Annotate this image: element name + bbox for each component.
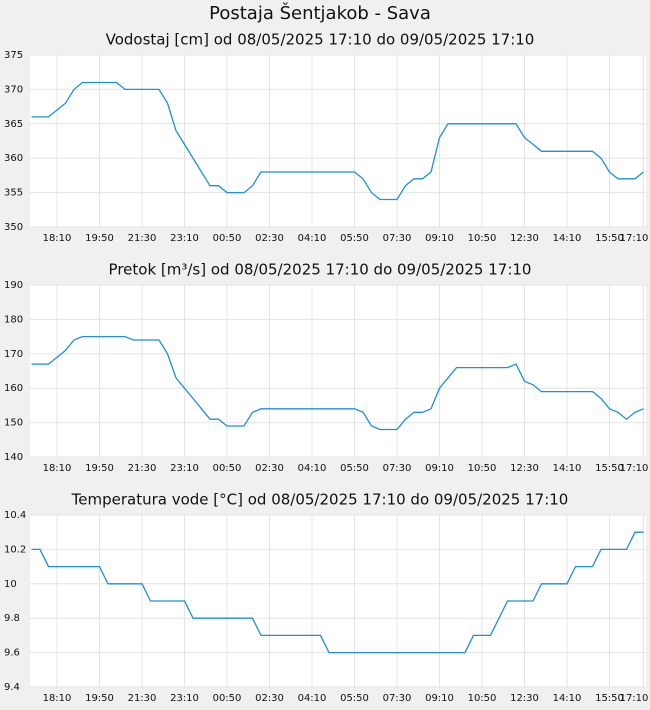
x-tick-label: 04:10 <box>298 233 327 244</box>
x-tick-label: 12:30 <box>510 463 539 474</box>
x-tick-label: 18:10 <box>43 463 72 474</box>
x-tick-label: 23:10 <box>170 693 199 704</box>
x-tick-label: 10:50 <box>468 463 497 474</box>
x-tick-label: 04:10 <box>298 693 327 704</box>
x-tick-label: 10:50 <box>468 693 497 704</box>
y-tick-label: 150 <box>4 418 23 429</box>
x-tick-label: 15:50 <box>595 463 624 474</box>
x-tick-label: 14:10 <box>553 463 582 474</box>
y-tick-label: 9.4 <box>4 682 20 693</box>
x-tick-label: 02:30 <box>255 693 284 704</box>
plot-area <box>30 285 646 457</box>
chart-title: Vodostaj [cm] od 08/05/2025 17:10 do 09/… <box>106 31 535 49</box>
plot-area <box>30 55 646 227</box>
y-tick-label: 360 <box>4 153 23 164</box>
x-tick-label: 21:30 <box>128 233 157 244</box>
x-tick-label: 02:30 <box>255 233 284 244</box>
x-tick-label: 15:50 <box>595 233 624 244</box>
x-tick-label: 23:10 <box>170 463 199 474</box>
data-line <box>31 531 644 654</box>
y-tick-label: 10.4 <box>4 510 26 521</box>
x-tick-label: 18:10 <box>43 693 72 704</box>
y-tick-label: 180 <box>4 314 23 325</box>
x-tick-label: 09:10 <box>425 463 454 474</box>
x-tick-label: 21:30 <box>128 463 157 474</box>
y-tick-label: 9.8 <box>4 613 20 624</box>
plot-area <box>30 515 646 687</box>
y-tick-label: 355 <box>4 188 23 199</box>
x-tick-label: 17:10 <box>620 693 649 704</box>
x-tick-label: 00:50 <box>213 693 242 704</box>
y-tick-label: 365 <box>4 119 23 130</box>
x-tick-label: 17:10 <box>620 233 649 244</box>
chart-title: Temperatura vode [°C] od 08/05/2025 17:1… <box>71 491 569 509</box>
x-tick-label: 09:10 <box>425 233 454 244</box>
x-tick-label: 19:50 <box>85 693 114 704</box>
x-tick-label: 19:50 <box>85 463 114 474</box>
x-tick-label: 02:30 <box>255 463 284 474</box>
x-tick-label: 04:10 <box>298 463 327 474</box>
x-tick-label: 05:50 <box>340 233 369 244</box>
y-tick-label: 370 <box>4 84 23 95</box>
page-title: Postaja Šentjakob - Sava <box>209 2 431 24</box>
x-tick-label: 15:50 <box>595 693 624 704</box>
x-tick-label: 12:30 <box>510 693 539 704</box>
x-tick-label: 18:10 <box>43 233 72 244</box>
y-tick-label: 10.2 <box>4 544 26 555</box>
y-tick-label: 9.6 <box>4 648 20 659</box>
x-tick-label: 17:10 <box>620 463 649 474</box>
x-tick-label: 05:50 <box>340 463 369 474</box>
y-tick-label: 170 <box>4 349 23 360</box>
x-tick-label: 07:30 <box>383 233 412 244</box>
y-tick-label: 350 <box>4 222 23 233</box>
x-tick-label: 21:30 <box>128 693 157 704</box>
data-line <box>31 335 644 431</box>
x-tick-label: 00:50 <box>213 233 242 244</box>
x-tick-label: 14:10 <box>553 233 582 244</box>
x-tick-label: 19:50 <box>85 233 114 244</box>
x-tick-label: 07:30 <box>383 463 412 474</box>
y-tick-label: 10 <box>4 579 17 590</box>
x-tick-label: 05:50 <box>340 693 369 704</box>
x-tick-label: 10:50 <box>468 233 497 244</box>
y-tick-label: 375 <box>4 50 23 61</box>
y-tick-label: 160 <box>4 383 23 394</box>
y-tick-label: 140 <box>4 452 23 463</box>
chart-title: Pretok [m³/s] od 08/05/2025 17:10 do 09/… <box>109 261 532 279</box>
x-tick-label: 09:10 <box>425 693 454 704</box>
x-tick-label: 12:30 <box>510 233 539 244</box>
x-tick-label: 00:50 <box>213 463 242 474</box>
x-tick-label: 07:30 <box>383 693 412 704</box>
y-tick-label: 190 <box>4 280 23 291</box>
data-line <box>31 81 644 201</box>
x-tick-label: 14:10 <box>553 693 582 704</box>
x-tick-label: 23:10 <box>170 233 199 244</box>
